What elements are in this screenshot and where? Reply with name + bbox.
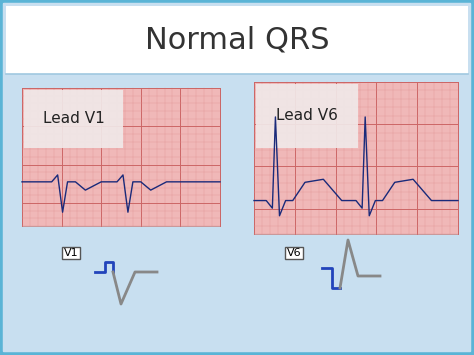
Bar	[256, 84, 358, 148]
Bar	[24, 90, 123, 148]
Text: Lead V1: Lead V1	[43, 111, 104, 126]
Text: V6: V6	[287, 248, 301, 258]
Text: Normal QRS: Normal QRS	[145, 26, 329, 55]
Bar	[22, 88, 220, 226]
Bar	[62, 247, 80, 259]
Bar	[6, 6, 468, 74]
Text: Lead V6: Lead V6	[276, 108, 338, 124]
Bar	[254, 82, 458, 234]
Text: V1: V1	[64, 248, 78, 258]
Bar	[285, 247, 303, 259]
